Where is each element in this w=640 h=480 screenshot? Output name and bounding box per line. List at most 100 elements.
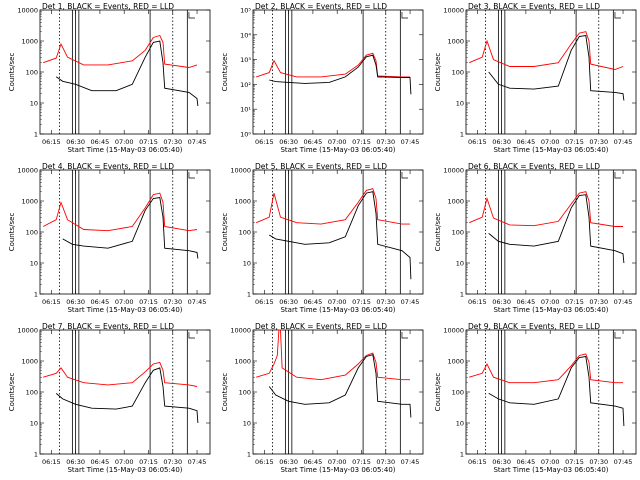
y-axis-label: Counts/sec	[434, 373, 442, 412]
plot-frame	[39, 329, 211, 455]
series-line-events	[268, 354, 412, 418]
x-tick-label: 07:15	[352, 298, 371, 306]
panel-title: Det 9, BLACK = Events, RED = LLD	[468, 322, 600, 331]
panel-det-8: Det 8, BLACK = Events, RED = LLD 1 10 100 10…	[221, 322, 424, 474]
y-axis-label: Counts/sec	[221, 53, 229, 92]
x-tick-label: 07:30	[376, 458, 395, 466]
x-tick-label: 06:45	[91, 298, 110, 306]
plot-frame	[252, 9, 424, 135]
x-tick-label: 06:45	[91, 138, 110, 146]
series-line-lld	[42, 192, 198, 232]
y-tick-label: 1000	[21, 358, 38, 366]
x-tick-label: 06:30	[279, 138, 298, 146]
y-tick-label: 100	[452, 69, 464, 77]
y-tick-label: 10	[243, 260, 251, 268]
x-axis-label: Start Time (15-May-03 06:05:40)	[67, 306, 182, 314]
x-tick-label: 06:45	[517, 138, 536, 146]
x-axis-label: Start Time (15-May-03 06:05:40)	[280, 306, 395, 314]
x-tick-label: 06:45	[304, 458, 323, 466]
interval-bracket	[188, 172, 195, 179]
plot-frame	[465, 9, 637, 135]
series-line-lld	[469, 31, 624, 70]
interval-bracket	[401, 12, 408, 19]
x-axis-label: Start Time (15-May-03 06:05:40)	[493, 146, 608, 154]
y-tick-label: 10000	[230, 167, 251, 175]
panel-det-1: Det 1, BLACK = Events, RED = LLD 1 10 100 10…	[8, 2, 211, 154]
x-tick-label: 06:45	[304, 298, 323, 306]
series-line-lld	[469, 191, 623, 227]
plot-frame	[465, 169, 637, 295]
series-line-events	[268, 191, 412, 280]
y-tick-label: 10000	[443, 167, 464, 175]
x-axis-label: Start Time (15-May-03 06:05:40)	[67, 466, 182, 474]
x-tick-label: 07:30	[589, 298, 608, 306]
series-line-lld	[256, 52, 410, 78]
y-tick-label: 10000	[17, 327, 38, 335]
y-tick-label: 10	[30, 260, 38, 268]
y-tick-label: 1000	[447, 38, 464, 46]
series-line-lld	[43, 34, 198, 68]
x-tick-label: 07:45	[614, 458, 633, 466]
y-tick-label: 10¹	[240, 106, 251, 114]
x-tick-label: 07:15	[565, 458, 584, 466]
y-tick-label: 10	[456, 260, 464, 268]
y-axis-label: Counts/sec	[434, 53, 442, 92]
y-tick-label: 1	[460, 131, 464, 139]
y-tick-label: 100	[239, 389, 251, 397]
y-tick-label: 10⁴	[240, 31, 251, 39]
y-tick-label: 1	[34, 291, 38, 299]
y-tick-label: 10	[243, 420, 251, 428]
y-axis-label: Counts/sec	[221, 213, 229, 252]
x-tick-label: 07:45	[614, 138, 633, 146]
panel-title: Det 2, BLACK = Events, RED = LLD	[255, 2, 387, 11]
y-tick-label: 100	[452, 389, 464, 397]
y-axis-label: Counts/sec	[8, 213, 16, 252]
x-tick-label: 07:00	[115, 138, 134, 146]
panel-title: Det 6, BLACK = Events, RED = LLD	[468, 162, 600, 171]
plot-frame	[39, 9, 211, 135]
panel-det-6: Det 6, BLACK = Events, RED = LLD 1 10 100 10…	[434, 162, 637, 314]
y-tick-label: 1	[460, 451, 464, 459]
y-axis-label: Counts/sec	[8, 53, 16, 92]
y-axis-label: Counts/sec	[221, 373, 229, 412]
y-tick-label: 10³	[240, 56, 251, 64]
x-tick-label: 07:30	[163, 298, 182, 306]
y-tick-label: 10⁰	[240, 131, 251, 139]
x-tick-label: 06:15	[468, 298, 487, 306]
x-tick-label: 06:45	[304, 138, 323, 146]
y-tick-label: 1000	[21, 198, 38, 206]
x-tick-label: 07:00	[328, 298, 347, 306]
y-tick-label: 100	[26, 229, 38, 237]
series-line-events	[62, 196, 199, 259]
y-tick-label: 1	[247, 451, 251, 459]
x-tick-label: 06:15	[255, 138, 274, 146]
x-tick-label: 06:30	[66, 458, 85, 466]
interval-bracket	[401, 332, 408, 339]
y-tick-label: 10	[456, 420, 464, 428]
y-tick-label: 10000	[17, 7, 38, 15]
y-tick-label: 1000	[234, 198, 251, 206]
y-tick-label: 100	[239, 229, 251, 237]
y-tick-label: 1000	[447, 198, 464, 206]
y-tick-label: 10⁵	[240, 7, 251, 15]
x-tick-label: 07:15	[352, 458, 371, 466]
x-tick-label: 07:30	[163, 138, 182, 146]
y-tick-label: 10000	[443, 327, 464, 335]
series-line-events	[488, 34, 625, 101]
x-tick-label: 06:15	[255, 298, 274, 306]
y-tick-label: 10	[30, 420, 38, 428]
series-line-lld	[469, 353, 623, 384]
x-tick-label: 06:15	[42, 458, 61, 466]
y-tick-label: 10	[30, 100, 38, 108]
y-tick-label: 10000	[443, 7, 464, 15]
x-tick-label: 07:00	[541, 458, 560, 466]
panel-title: Det 3, BLACK = Events, RED = LLD	[468, 2, 600, 11]
panel-det-2: Det 2, BLACK = Events, RED = LLD 10⁰ 10¹ 10…	[221, 2, 424, 154]
x-axis-label: Start Time (15-May-03 06:05:40)	[280, 146, 395, 154]
x-tick-label: 06:45	[91, 458, 110, 466]
x-axis-label: Start Time (15-May-03 06:05:40)	[67, 146, 182, 154]
x-tick-label: 06:30	[66, 298, 85, 306]
plot-frame	[252, 329, 424, 455]
y-axis-label: Counts/sec	[8, 373, 16, 412]
x-tick-label: 07:15	[565, 298, 584, 306]
